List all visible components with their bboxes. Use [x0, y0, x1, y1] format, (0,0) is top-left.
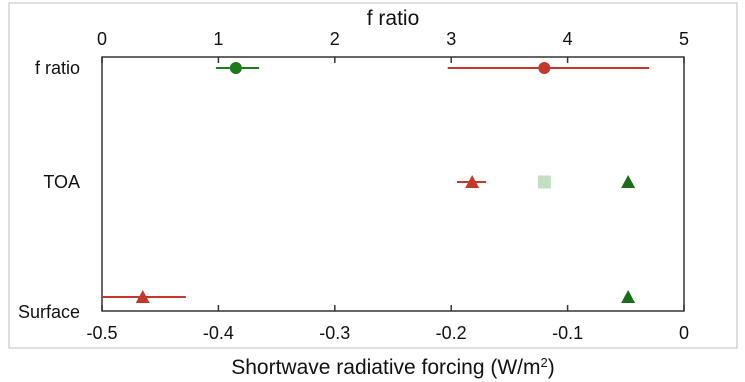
bottom-tick-label: -0.1 [552, 323, 583, 343]
top-tick-label: 3 [446, 29, 456, 49]
category-axis: f ratio TOA Surface [18, 58, 80, 322]
data-point-circle [538, 62, 551, 74]
top-tick-label: 4 [563, 29, 573, 49]
data-marks [102, 62, 650, 303]
bottom-tick-label: -0.3 [319, 323, 350, 343]
top-tick-label: 2 [330, 29, 340, 49]
plot-frame [101, 56, 685, 312]
data-point-circle [229, 62, 242, 74]
top-tick-label: 0 [97, 29, 107, 49]
bottom-axis-title: Shortwave radiative forcing (W/m2) [231, 355, 555, 380]
data-point-triangle [465, 175, 480, 188]
bottom-tick-label: -0.2 [436, 323, 467, 343]
data-point-triangle [621, 175, 636, 188]
outer-frame [8, 2, 738, 349]
bottom-axis: -0.5 -0.4 -0.3 -0.2 -0.1 0 [86, 305, 689, 343]
bottom-tick-label: -0.5 [86, 323, 117, 343]
data-point-square [537, 175, 551, 189]
data-point-triangle [135, 290, 150, 303]
bottom-tick-label: -0.4 [203, 323, 234, 343]
top-axis: 0 1 2 3 4 5 [97, 29, 689, 63]
top-tick-label: 5 [679, 29, 689, 49]
category-label: Surface [18, 302, 80, 322]
bottom-tick-label: 0 [679, 323, 689, 343]
category-label: f ratio [35, 58, 80, 78]
top-axis-title: f ratio [367, 7, 420, 30]
category-label: TOA [43, 172, 80, 192]
data-point-triangle [621, 290, 636, 303]
top-tick-label: 1 [213, 29, 223, 49]
